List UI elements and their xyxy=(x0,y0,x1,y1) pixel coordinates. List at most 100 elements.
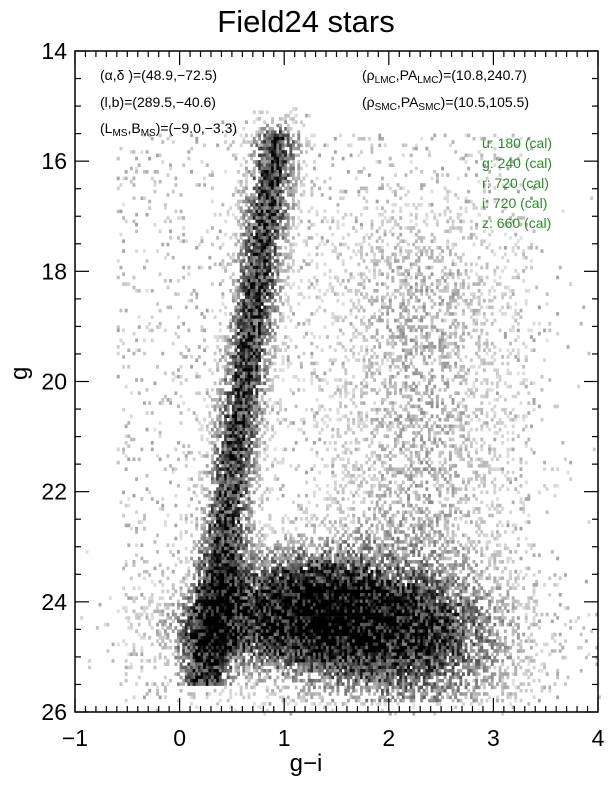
density-cell xyxy=(239,450,243,455)
density-cell xyxy=(399,368,403,372)
density-cell xyxy=(268,295,272,300)
density-cell xyxy=(245,384,248,389)
density-cell xyxy=(245,203,248,207)
density-cell xyxy=(349,348,353,352)
density-cell xyxy=(485,246,489,250)
density-cell xyxy=(237,378,240,382)
density-cell xyxy=(488,464,492,468)
density-cell xyxy=(456,292,460,296)
density-cell xyxy=(349,143,353,148)
density-cell xyxy=(195,305,199,310)
density-cell xyxy=(260,477,264,481)
density-cell xyxy=(161,398,165,402)
density-cell xyxy=(404,424,408,429)
density-cell xyxy=(362,500,366,505)
density-cell xyxy=(323,371,327,376)
density-cell xyxy=(268,212,272,217)
density-cell xyxy=(252,394,256,399)
density-cell xyxy=(522,414,526,419)
density-cell xyxy=(381,477,384,481)
density-cell xyxy=(409,484,413,488)
density-cell xyxy=(258,110,261,115)
density-cell xyxy=(326,335,329,339)
density-cell xyxy=(399,335,403,339)
density-cell xyxy=(263,424,267,429)
density-cell xyxy=(422,246,426,250)
density-cell xyxy=(250,381,254,386)
density-cell xyxy=(448,457,452,462)
density-cell xyxy=(524,222,528,227)
density-cell xyxy=(362,365,366,369)
density-cell xyxy=(352,493,356,498)
density-cell xyxy=(469,315,473,319)
density-cell xyxy=(383,414,387,419)
density-cell xyxy=(373,388,376,392)
density-cell xyxy=(475,282,478,286)
density-cell xyxy=(464,407,468,412)
density-cell xyxy=(271,242,274,247)
density-cell xyxy=(260,170,264,174)
density-cell xyxy=(378,315,382,319)
density-cell xyxy=(255,407,259,412)
density-cell xyxy=(493,484,497,488)
density-cell xyxy=(252,457,256,462)
density-cell xyxy=(349,411,353,415)
density-cell xyxy=(399,338,403,343)
density-cell xyxy=(514,312,518,316)
density-cell xyxy=(284,212,288,217)
density-cell xyxy=(231,424,235,429)
density-cell xyxy=(315,282,319,286)
density-cell xyxy=(451,322,455,326)
density-cell xyxy=(245,173,248,177)
density-cell xyxy=(205,345,209,349)
density-cell xyxy=(490,285,494,290)
density-cell xyxy=(456,355,460,359)
density-cell xyxy=(226,454,230,458)
density-cell xyxy=(245,341,248,346)
density-cell xyxy=(184,239,188,243)
density-cell xyxy=(119,338,123,343)
density-cell xyxy=(294,345,298,349)
density-cell xyxy=(344,464,348,468)
density-cell xyxy=(276,212,280,217)
density-cell xyxy=(234,358,238,362)
density-cell xyxy=(258,421,261,425)
density-cell xyxy=(273,203,277,207)
density-cell xyxy=(239,368,243,372)
density-cell xyxy=(370,259,374,263)
density-cell xyxy=(242,477,246,481)
density-cell xyxy=(179,216,183,220)
density-cell xyxy=(284,153,288,158)
density-cell xyxy=(260,179,264,184)
density-cell xyxy=(237,480,240,485)
density-cell xyxy=(286,160,290,164)
density-cell xyxy=(446,480,450,485)
density-cell xyxy=(430,348,434,352)
density-cell xyxy=(328,358,332,362)
density-cell xyxy=(229,345,233,349)
density-cell xyxy=(242,378,246,382)
density-cell xyxy=(456,322,460,326)
density-cell xyxy=(438,246,442,250)
density-cell xyxy=(177,441,180,445)
density-cell xyxy=(451,298,455,303)
density-cell xyxy=(511,275,515,280)
density-cell xyxy=(446,417,450,422)
density-cell xyxy=(446,490,450,495)
density-cell xyxy=(313,441,316,445)
density-cell xyxy=(237,315,240,319)
density-cell xyxy=(333,500,337,505)
density-cell xyxy=(341,487,345,491)
density-cell xyxy=(211,434,214,438)
density-cell xyxy=(420,252,424,257)
density-cell xyxy=(268,209,272,214)
density-cell xyxy=(250,170,254,174)
density-cell xyxy=(245,282,248,286)
density-cell xyxy=(265,193,269,197)
density-cell xyxy=(454,351,458,356)
density-cell xyxy=(480,331,484,336)
density-cell xyxy=(268,365,272,369)
density-cell xyxy=(284,335,288,339)
density-cell xyxy=(456,414,460,419)
density-cell xyxy=(420,186,424,191)
